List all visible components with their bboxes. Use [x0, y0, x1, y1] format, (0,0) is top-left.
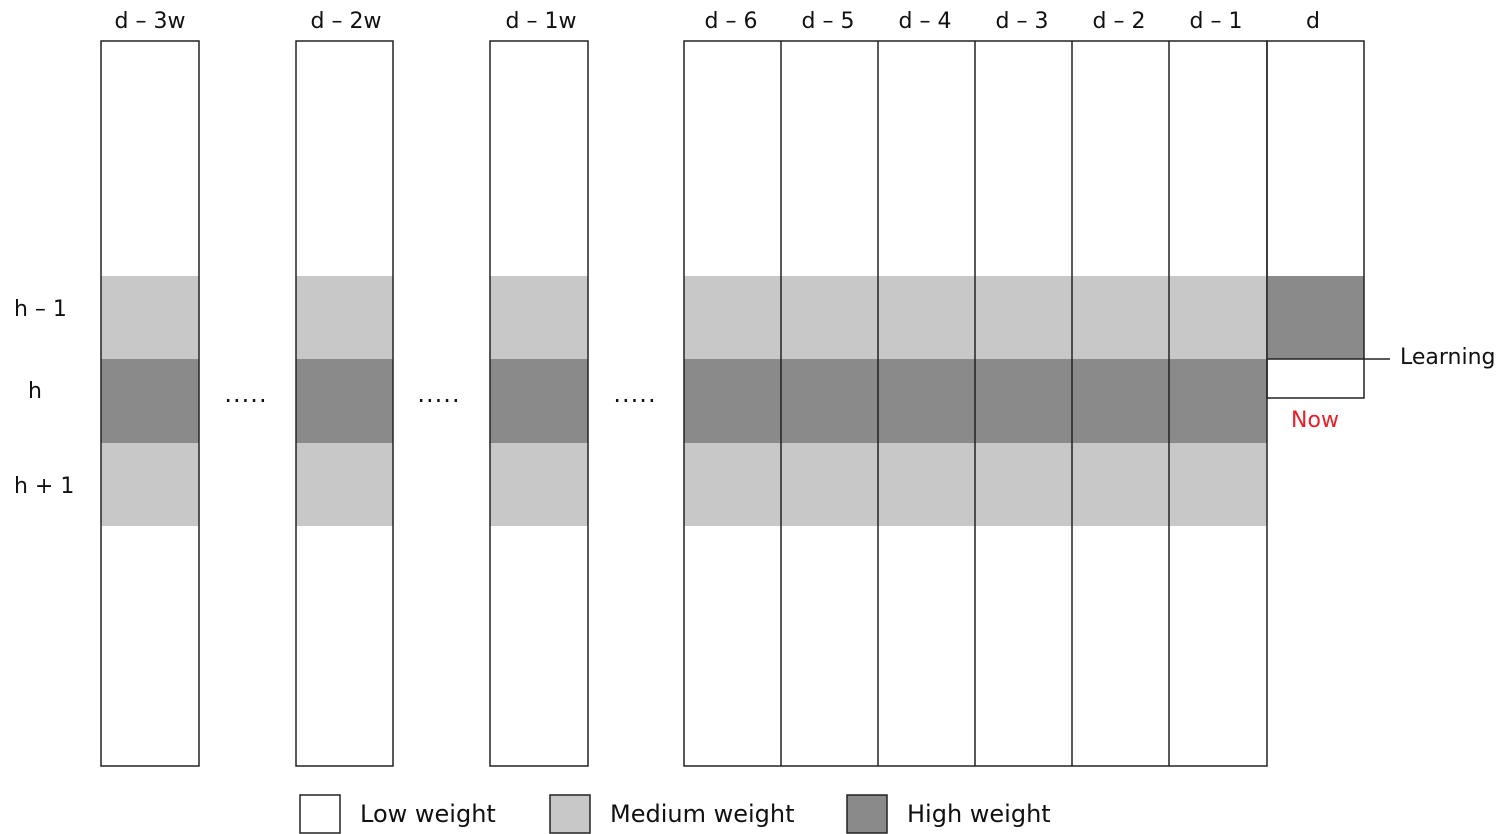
column-label: d – 1	[1190, 9, 1243, 34]
legend-swatch-medium	[549, 794, 591, 834]
cell-medium	[296, 276, 393, 359]
legend-swatch-high	[846, 794, 888, 834]
column-label: d – 1w	[506, 9, 577, 34]
column-border	[489, 40, 589, 767]
legend-label-low: Low weight	[360, 800, 496, 828]
row-label-h-minus-1: h – 1	[14, 297, 67, 322]
ellipsis: .....	[417, 380, 460, 408]
legend-swatch-low	[299, 794, 341, 834]
cell-high	[490, 359, 588, 443]
column-border	[100, 40, 200, 767]
current-day-column: Learning Now	[1266, 40, 1496, 433]
cell-high	[296, 359, 393, 443]
cell-medium	[490, 443, 588, 526]
cell-high	[1267, 276, 1364, 359]
ellipsis: .....	[613, 380, 656, 408]
row-label-h-plus-1: h + 1	[14, 474, 74, 499]
cell-medium	[296, 443, 393, 526]
recent-days-block	[683, 40, 1268, 767]
cell-high	[101, 359, 199, 443]
history-columns	[100, 40, 1268, 767]
legend-label-high: High weight	[907, 800, 1051, 828]
day-column	[489, 40, 589, 767]
column-label: d – 3w	[115, 9, 186, 34]
ellipsis: .....	[224, 380, 267, 408]
column-border	[295, 40, 394, 767]
learning-label: Learning	[1400, 345, 1496, 370]
cell-medium	[101, 276, 199, 359]
current-column-border	[1266, 40, 1365, 399]
column-label: d – 2	[1093, 9, 1146, 34]
cell-medium	[101, 443, 199, 526]
column-label: d – 5	[802, 9, 855, 34]
legend-label-medium: Medium weight	[610, 800, 795, 828]
column-label: d – 6	[705, 9, 758, 34]
ellipses: ..... ..... .....	[224, 380, 656, 408]
legend: Low weight Medium weight High weight	[299, 794, 1051, 834]
row-labels: h – 1 h h + 1	[14, 297, 74, 499]
column-label: d	[1306, 9, 1320, 34]
day-column	[295, 40, 394, 767]
column-label: d – 3	[996, 9, 1049, 34]
day-column	[100, 40, 200, 767]
column-label: d – 2w	[311, 9, 382, 34]
row-label-h: h	[28, 379, 42, 404]
cell-medium	[490, 276, 588, 359]
column-label: d – 4	[899, 9, 952, 34]
now-label: Now	[1291, 408, 1339, 433]
column-labels: d – 3w d – 2w d – 1w d – 6 d – 5 d – 4 d…	[115, 9, 1320, 34]
